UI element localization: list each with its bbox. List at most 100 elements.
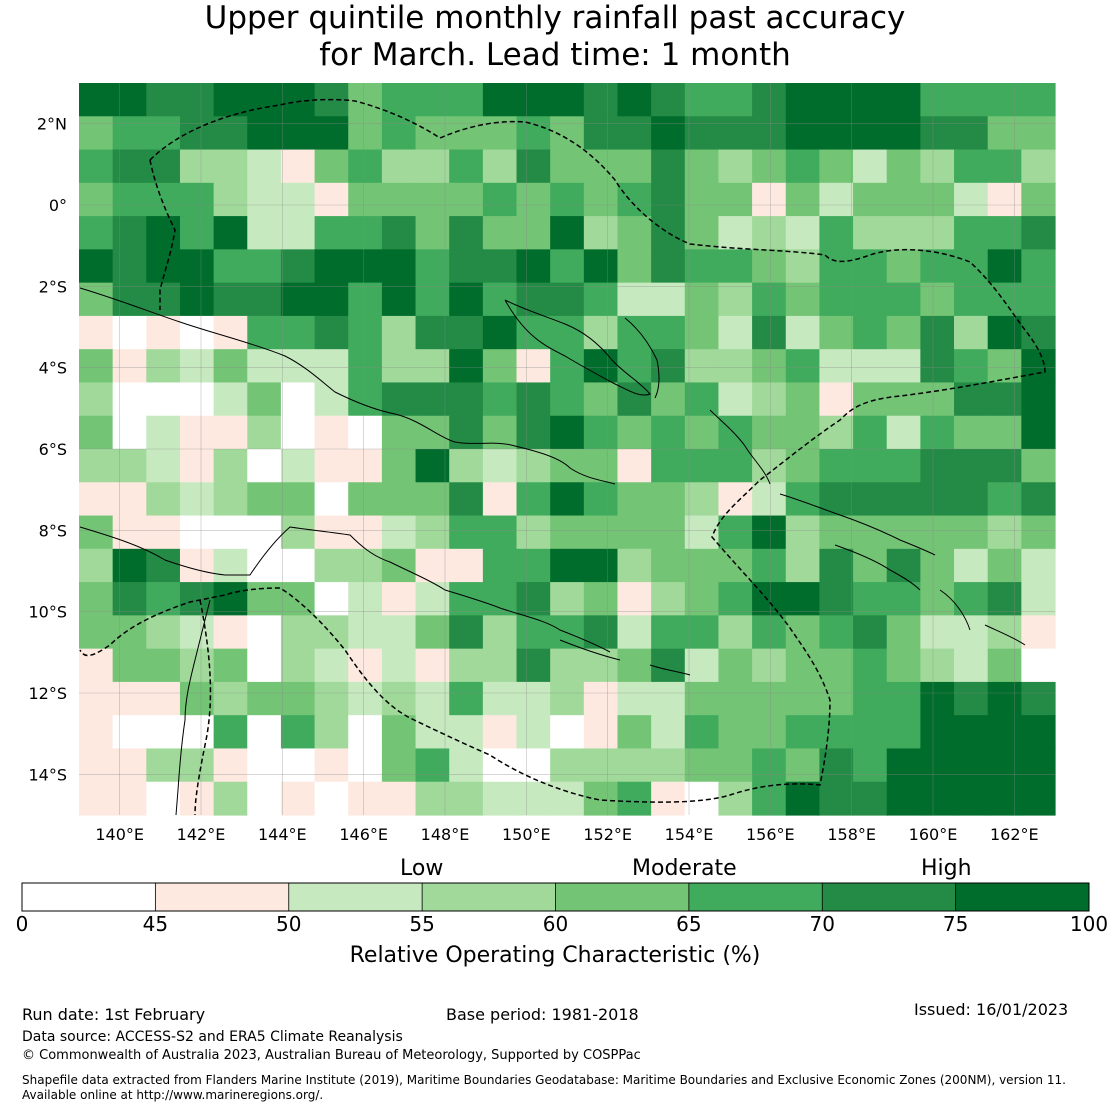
colorbar	[21, 882, 1090, 912]
grid-cell	[516, 548, 551, 583]
grid-cell	[449, 482, 484, 517]
grid-cell	[752, 116, 787, 151]
grid-cell	[954, 482, 989, 517]
grid-cell	[718, 182, 753, 217]
grid-cell	[247, 216, 282, 250]
grid-cell	[920, 315, 955, 350]
grid-cell	[415, 515, 450, 550]
grid-cell	[1021, 182, 1056, 217]
grid-cell	[684, 648, 720, 683]
grid-cell	[651, 482, 686, 517]
grid-cell	[280, 315, 316, 350]
grid-cell	[617, 216, 652, 250]
grid-cell	[112, 715, 147, 750]
grid-cell	[79, 748, 114, 783]
grid-cell	[213, 515, 248, 550]
grid-cell	[718, 482, 753, 517]
grid-cell	[886, 548, 921, 583]
colorbar-segment	[422, 883, 557, 911]
grid-cell	[920, 582, 955, 616]
colorbar-tick-label: 65	[676, 912, 702, 936]
colorbar-tick-label: 100	[1069, 912, 1109, 936]
grid-cell	[516, 83, 551, 117]
grid-cell	[886, 83, 921, 117]
grid-cell	[482, 382, 518, 417]
grid-cell	[516, 648, 551, 683]
grid-cell	[651, 748, 686, 783]
grid-cell	[112, 282, 147, 317]
grid-cell	[819, 83, 854, 117]
grid-cell	[348, 315, 383, 350]
grid-cell	[550, 382, 585, 417]
grid-cell	[247, 648, 282, 683]
grid-cell	[785, 149, 821, 184]
grid-cell	[381, 482, 417, 517]
grid-cell	[987, 681, 1022, 716]
grid-cell	[819, 382, 854, 417]
grid-cell	[752, 282, 787, 317]
grid-cell	[449, 349, 484, 384]
grid-cell	[617, 282, 652, 317]
grid-cell	[516, 149, 551, 184]
grid-cell	[516, 781, 551, 816]
colorbar-segment	[155, 883, 290, 911]
grid-cell	[853, 249, 888, 284]
grid-cell	[785, 116, 821, 151]
grid-cell	[785, 582, 821, 616]
grid-cell	[617, 415, 652, 450]
axis-labels: 140°E 142°E 144°E 146°E 148°E 150°E 152°E 154°E…	[28, 115, 1038, 844]
grid-cell	[920, 681, 955, 716]
eez-png-west	[149, 159, 176, 310]
grid-cell	[651, 548, 686, 583]
grid-cell	[348, 715, 383, 750]
grid-cell	[314, 748, 349, 783]
grid-cell	[348, 149, 383, 184]
grid-cell	[819, 715, 854, 750]
grid-cell	[886, 515, 921, 550]
grid-cell	[785, 715, 821, 750]
grid-cell	[819, 282, 854, 317]
grid-cell	[684, 249, 720, 284]
grid-cell	[617, 249, 652, 284]
grid-cell	[247, 382, 282, 417]
grid-cell	[920, 249, 955, 284]
grid-cell	[550, 149, 585, 184]
grid-cell	[550, 216, 585, 250]
grid-cell	[718, 449, 753, 483]
grid-cell	[79, 182, 114, 217]
grid-cell	[112, 315, 147, 350]
grid-cell	[684, 415, 720, 450]
grid-cell	[179, 249, 215, 284]
grid-cell	[348, 182, 383, 217]
grid-cell	[348, 615, 383, 650]
grid-cell	[213, 781, 248, 816]
grid-cell	[247, 149, 282, 184]
grid-cell	[482, 781, 518, 816]
grid-cell	[213, 216, 248, 250]
legend-moderate-label: Moderate	[632, 856, 737, 881]
grid-cell	[684, 282, 720, 317]
grid-cell	[785, 315, 821, 350]
grid-cell	[348, 83, 383, 117]
grid-cell	[516, 249, 551, 284]
lat-tick-label: 6°S	[39, 440, 67, 459]
grid-cell	[550, 515, 585, 550]
grid-cell	[718, 548, 753, 583]
grid-cell	[819, 449, 854, 483]
grid-cell	[1021, 249, 1056, 284]
grid-cell	[381, 315, 417, 350]
grid-cell	[987, 349, 1022, 384]
grid-cell	[954, 83, 989, 117]
grid-cell	[516, 681, 551, 716]
lon-tick-label: 140°E	[95, 825, 144, 844]
grid-cell	[684, 349, 720, 384]
grid-cell	[1021, 715, 1056, 750]
grid-cell	[920, 615, 955, 650]
grid-cell	[651, 216, 686, 250]
grid-cell	[920, 382, 955, 417]
grid-cell	[79, 349, 114, 384]
grid-cell	[179, 149, 215, 184]
grid-cell	[1021, 216, 1056, 250]
grid-cell	[920, 748, 955, 783]
grid-cell	[79, 282, 114, 317]
